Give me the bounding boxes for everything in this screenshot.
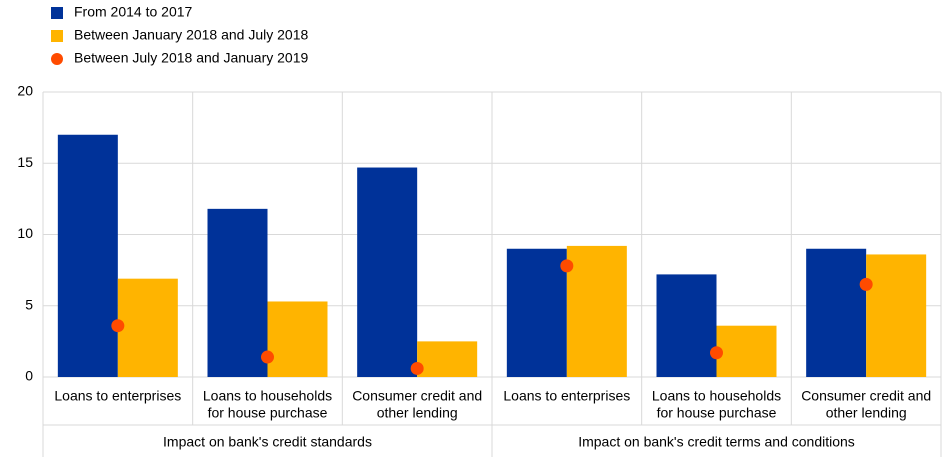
y-tick-label: 10: [17, 225, 33, 241]
bar: [117, 278, 178, 377]
group-label: Impact on bank's credit terms and condit…: [578, 434, 855, 450]
bar: [207, 208, 268, 377]
bar: [357, 167, 418, 377]
dot: [859, 277, 873, 291]
bar: [267, 301, 328, 377]
x-tick-label: for house purchase: [208, 405, 328, 421]
x-tick-label: other lending: [826, 405, 907, 421]
legend-label: Between January 2018 and July 2018: [74, 27, 308, 43]
x-tick-label: Loans to households: [652, 388, 781, 404]
x-tick-label: Loans to enterprises: [54, 388, 181, 404]
legend-label: From 2014 to 2017: [74, 4, 193, 20]
legend-marker: [51, 53, 63, 65]
x-tick-label: Consumer credit and: [801, 388, 931, 404]
dot: [261, 350, 274, 364]
bar: [716, 325, 777, 377]
legend-marker: [51, 30, 63, 42]
y-tick-label: 0: [25, 368, 33, 384]
bar: [806, 248, 867, 377]
x-tick-label: Consumer credit and: [352, 388, 482, 404]
dot: [560, 259, 574, 273]
dot: [710, 346, 723, 360]
bar: [866, 254, 927, 377]
dot: [410, 361, 424, 375]
y-tick-label: 5: [25, 296, 33, 312]
group-label: Impact on bank's credit standards: [163, 434, 372, 450]
y-tick-label: 15: [17, 154, 33, 170]
bar: [57, 134, 118, 377]
x-tick-label: Loans to enterprises: [503, 388, 630, 404]
bar: [417, 341, 478, 377]
dot: [111, 319, 125, 333]
x-tick-label: Loans to households: [203, 388, 332, 404]
y-tick-label: 20: [17, 83, 33, 99]
legend-label: Between July 2018 and January 2019: [74, 50, 308, 66]
legend-marker: [51, 7, 63, 19]
bar: [656, 274, 717, 377]
bar: [566, 245, 627, 377]
bar: [506, 248, 567, 377]
x-tick-label: other lending: [377, 405, 458, 421]
x-tick-label: for house purchase: [657, 405, 777, 421]
